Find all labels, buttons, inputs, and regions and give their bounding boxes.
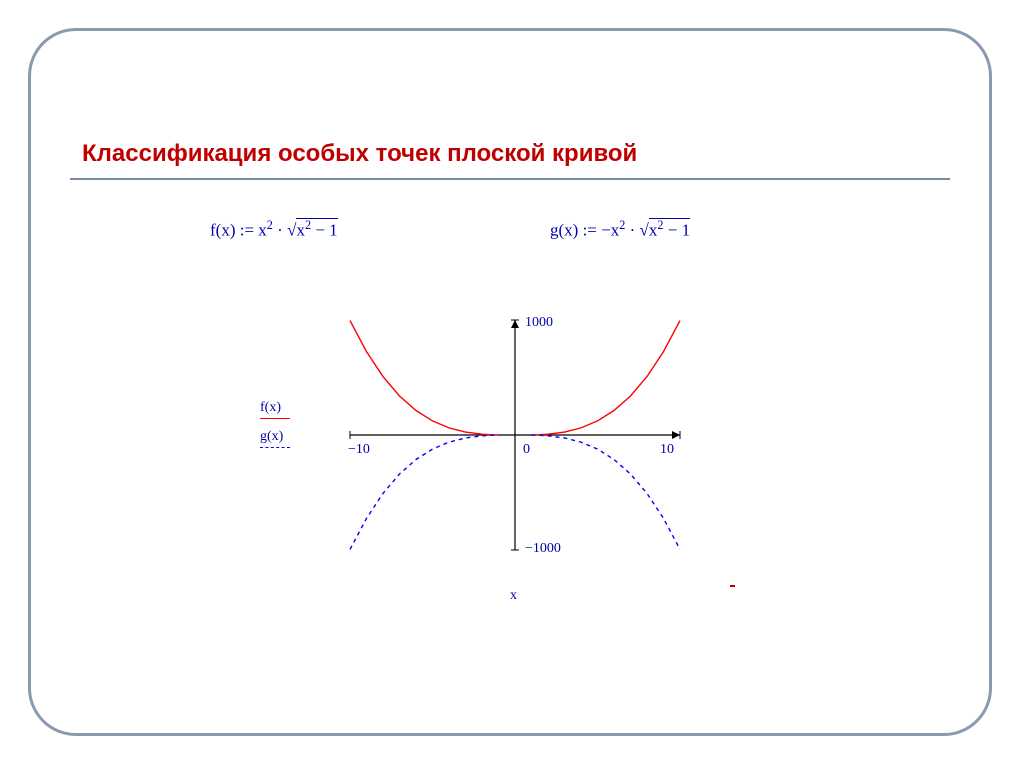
chart-legend: f(x) g(x): [260, 400, 290, 458]
g-x: x: [611, 221, 620, 240]
legend-item-f: f(x): [260, 400, 290, 419]
chart-plot: −10 0 10 1000 −1000: [330, 300, 700, 570]
g-sqrt-body: x2 − 1: [649, 218, 690, 241]
g-dot: ·: [630, 221, 636, 240]
legend-label-f: f(x): [260, 400, 281, 416]
f-sqrt-body: x2 − 1: [296, 218, 337, 241]
svg-text:−1000: −1000: [525, 541, 561, 556]
legend-label-g: g(x): [260, 429, 283, 445]
svg-text:10: 10: [660, 442, 674, 457]
decorative-dash-icon: [730, 585, 735, 587]
svg-text:−10: −10: [348, 442, 370, 457]
formulas-block: f(x) := x2 · √x2 − 1 g(x) := −x2 · √x2 −…: [210, 218, 830, 268]
f-sup: 2: [267, 218, 273, 232]
f-dot: ·: [277, 221, 283, 240]
legend-item-g: g(x): [260, 429, 290, 448]
f-x: x: [258, 221, 267, 240]
formula-f: f(x) := x2 · √x2 − 1: [210, 218, 338, 241]
f-lhs: f(x) :=: [210, 221, 254, 240]
f-sqrt-sym: √: [287, 221, 296, 240]
svg-text:1000: 1000: [525, 315, 553, 330]
g-neg: −: [601, 221, 611, 240]
formula-g: g(x) := −x2 · √x2 − 1: [550, 218, 690, 241]
slide-title: Классификация особых точек плоской криво…: [82, 140, 637, 168]
chart-region: f(x) g(x) −10 0 10 1000 −1000 x: [260, 300, 700, 610]
g-sup: 2: [619, 218, 625, 232]
legend-line-f: [260, 418, 290, 419]
svg-text:0: 0: [523, 442, 530, 457]
title-underline: [70, 178, 950, 180]
g-sqrt-sym: √: [640, 221, 649, 240]
chart-xlabel: x: [510, 588, 517, 604]
legend-line-g: [260, 447, 290, 448]
g-lhs: g(x) :=: [550, 221, 597, 240]
